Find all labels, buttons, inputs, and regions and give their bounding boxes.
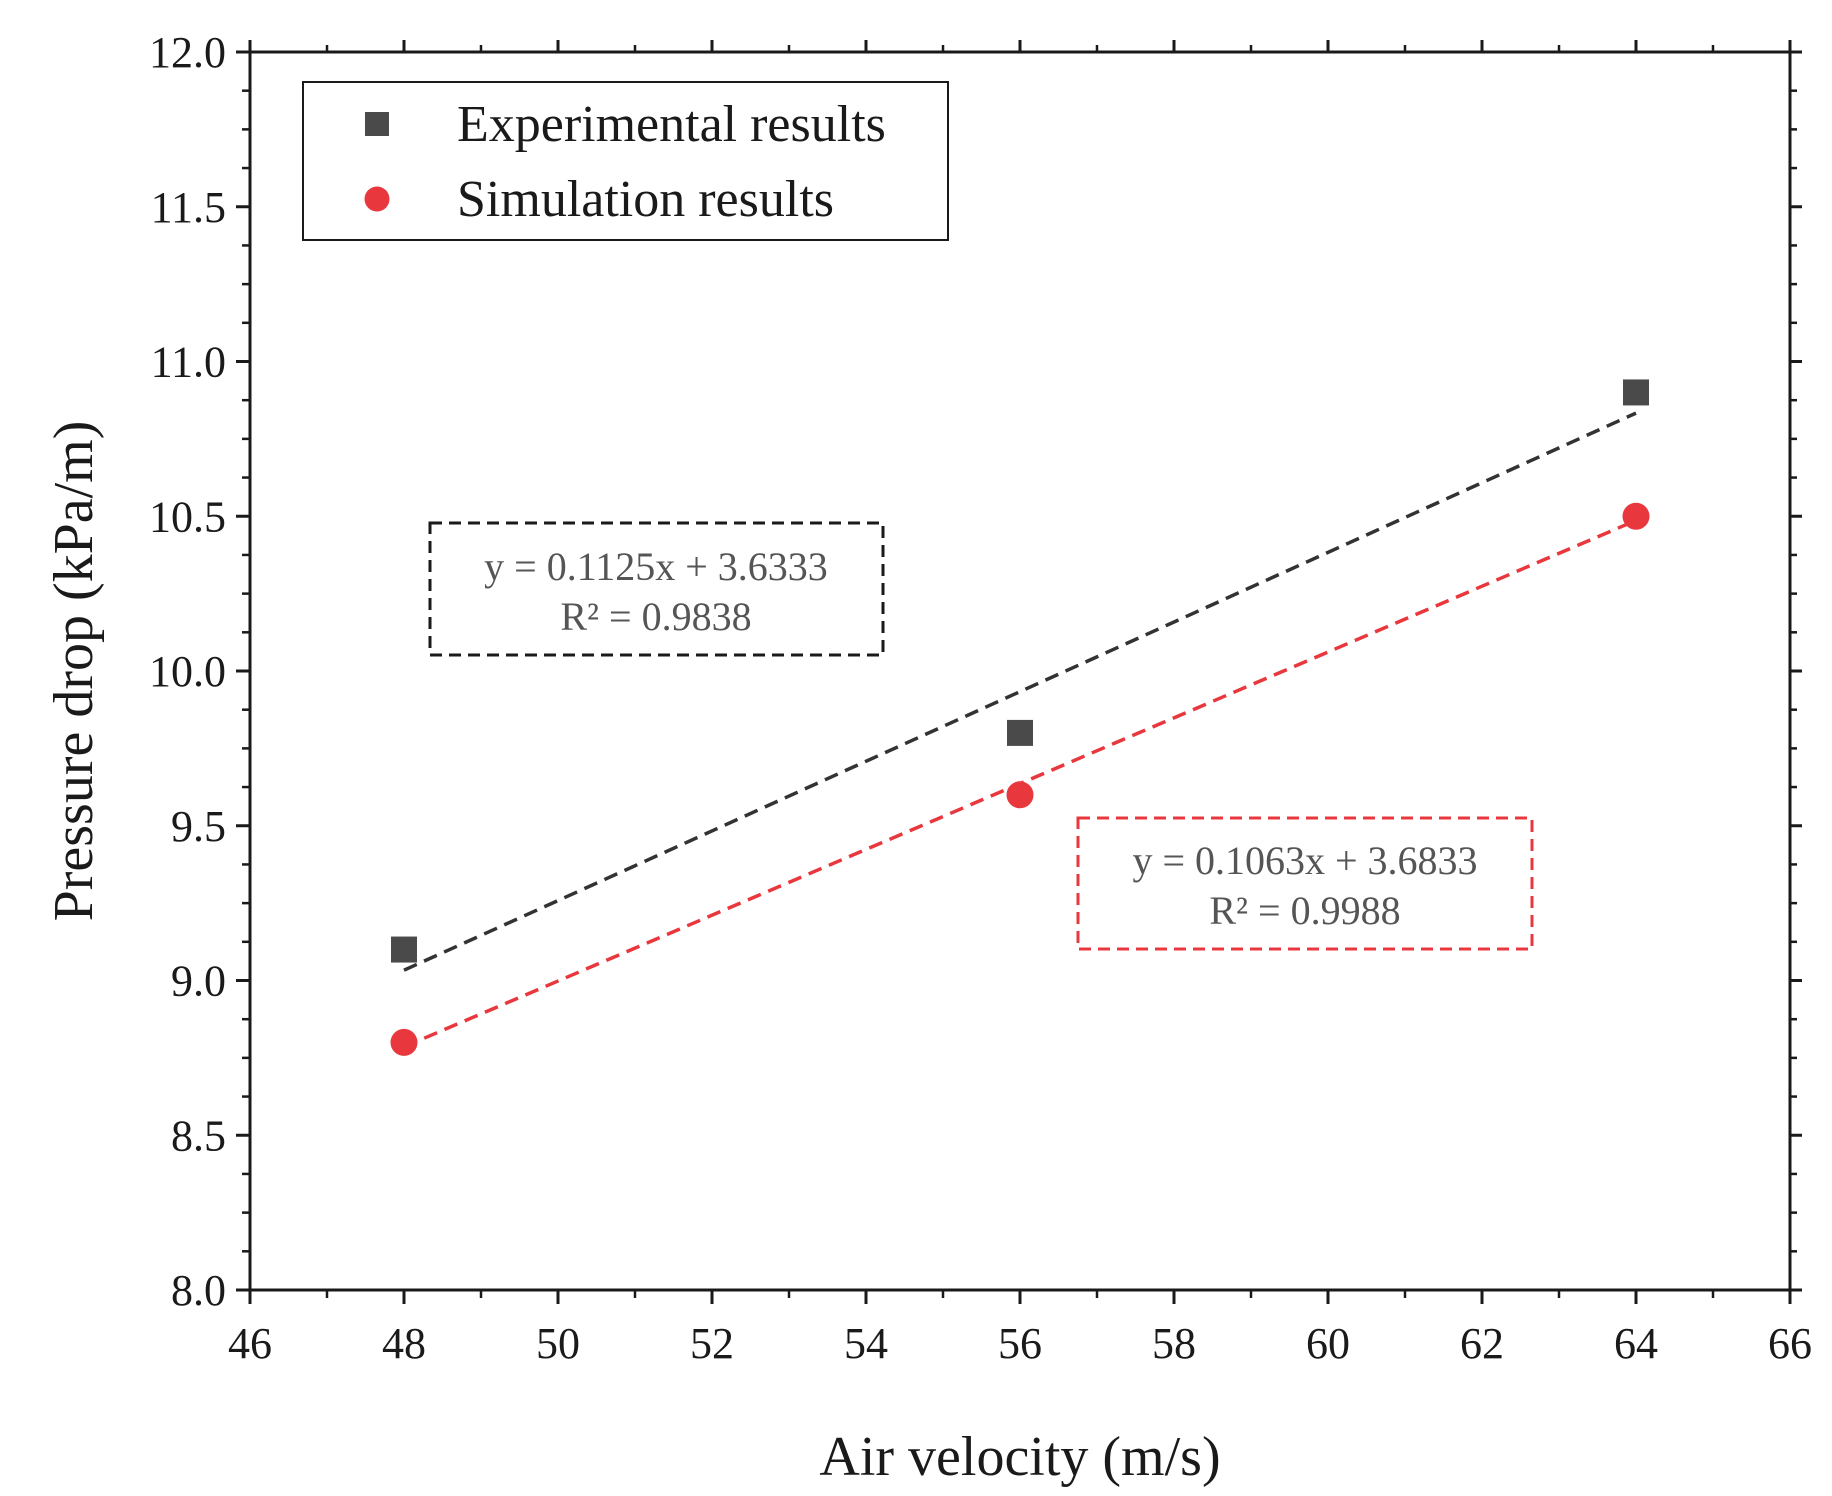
- legend-label-experimental: Experimental results: [457, 96, 886, 153]
- x-tick-label: 56: [998, 1319, 1042, 1368]
- data-points: [390, 379, 1650, 1056]
- x-tick-label: 60: [1306, 1319, 1350, 1368]
- x-tick-label: 62: [1460, 1319, 1504, 1368]
- x-tick-label: 52: [690, 1319, 734, 1368]
- x-tick-label: 58: [1152, 1319, 1196, 1368]
- plot-frame: [248, 50, 1792, 1292]
- x-tick-label: 46: [228, 1319, 272, 1368]
- r-squared-experimental: R² = 0.9838: [560, 594, 751, 639]
- x-tick-label: 64: [1614, 1319, 1658, 1368]
- y-axis-title: Pressure drop (kPa/m): [43, 421, 105, 922]
- x-tick-label: 50: [536, 1319, 580, 1368]
- legend-frame: [302, 81, 949, 241]
- legend-circle-marker: [364, 186, 390, 212]
- y-tick-label: 9.5: [171, 802, 226, 851]
- r-squared-simulation: R² = 0.9988: [1209, 888, 1400, 933]
- point-simulation: [1622, 502, 1650, 530]
- y-tick-label: 10.0: [149, 647, 226, 696]
- equation-frame-experimental: [428, 521, 885, 657]
- y-tick-label: 12.0: [149, 28, 226, 77]
- legend-label-simulation: Simulation results: [457, 171, 834, 228]
- y-tick-label: 11.5: [151, 183, 226, 232]
- equation-frame-simulation: [1076, 816, 1534, 951]
- tick-labels: 46 48 50 52 54 56 58 60 62 64 66 8.0 8.5 9.0 9.5 10.0 10…: [149, 28, 1812, 1368]
- equation-box-experimental: y = 0.1125x + 3.6333 R² = 0.9838: [428, 521, 885, 657]
- x-tick-label: 48: [382, 1319, 426, 1368]
- point-experimental: [1007, 719, 1033, 746]
- y-tick-label: 9.0: [171, 957, 226, 1006]
- legend: Experimental results Simulation results: [302, 81, 949, 241]
- x-tick-label: 54: [844, 1319, 888, 1368]
- y-tick-label: 11.0: [151, 338, 226, 387]
- equation-experimental: y = 0.1125x + 3.6333: [484, 544, 828, 589]
- y-tick-label: 10.5: [149, 492, 226, 541]
- point-simulation: [1006, 781, 1034, 809]
- point-simulation: [390, 1028, 418, 1056]
- y-tick-label: 8.0: [171, 1266, 226, 1315]
- equation-box-simulation: y = 0.1063x + 3.6833 R² = 0.9988: [1076, 816, 1534, 951]
- y-tick-label: 8.5: [171, 1111, 226, 1160]
- point-experimental: [1623, 379, 1649, 406]
- trend-line-experimental: [403, 411, 1637, 972]
- x-tick-label: 66: [1768, 1319, 1812, 1368]
- equation-simulation: y = 0.1063x + 3.6833: [1132, 838, 1477, 883]
- legend-square-marker: [365, 112, 389, 136]
- point-experimental: [391, 936, 417, 963]
- x-axis-title: Air velocity (m/s): [819, 1426, 1220, 1488]
